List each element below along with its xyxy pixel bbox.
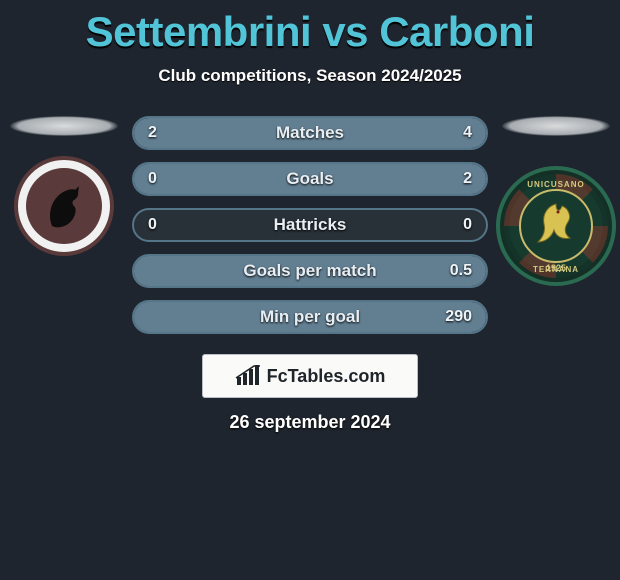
shadow-ellipse: [10, 116, 118, 136]
stat-value-right: 2: [463, 164, 472, 194]
comparison-card: Settembrini vs Carboni Club competitions…: [0, 0, 620, 433]
horse-silhouette-icon: [38, 180, 90, 232]
stat-bar: Goals per match0.5: [132, 254, 488, 288]
right-team-column: UNICUSANO 1925 TERNANA: [496, 116, 616, 286]
stat-value-right: 0: [463, 210, 472, 240]
right-team-badge: UNICUSANO 1925 TERNANA: [496, 166, 616, 286]
stat-bar: 0Hattricks0: [132, 208, 488, 242]
stat-bar: Min per goal290: [132, 300, 488, 334]
date-text: 26 september 2024: [0, 412, 620, 433]
brand-name: FcTables.com: [267, 366, 386, 387]
bar-chart-icon: [235, 365, 261, 387]
stat-label: Goals per match: [134, 256, 486, 286]
stat-label: Min per goal: [134, 302, 486, 332]
shadow-ellipse: [502, 116, 610, 136]
middle-area: 2Matches40Goals20Hattricks0Goals per mat…: [0, 116, 620, 346]
page-title: Settembrini vs Carboni: [0, 8, 620, 56]
left-badge-inner: [26, 168, 102, 244]
stat-bar: 0Goals2: [132, 162, 488, 196]
page-subtitle: Club competitions, Season 2024/2025: [0, 66, 620, 86]
stat-value-right: 4: [463, 118, 472, 148]
stat-label: Goals: [134, 164, 486, 194]
dragon-icon: [528, 198, 584, 254]
stat-bar: 2Matches4: [132, 116, 488, 150]
stat-value-right: 0.5: [450, 256, 472, 286]
left-team-badge: [14, 156, 114, 256]
stat-label: Hattricks: [134, 210, 486, 240]
stat-value-right: 290: [445, 302, 472, 332]
stat-label: Matches: [134, 118, 486, 148]
brand-box: FcTables.com: [202, 354, 418, 398]
badge-text-top: UNICUSANO: [500, 180, 612, 189]
left-team-column: [4, 116, 124, 256]
badge-center: 1925: [519, 189, 593, 263]
stats-column: 2Matches40Goals20Hattricks0Goals per mat…: [124, 116, 496, 346]
badge-text-bottom: TERNANA: [500, 265, 612, 274]
